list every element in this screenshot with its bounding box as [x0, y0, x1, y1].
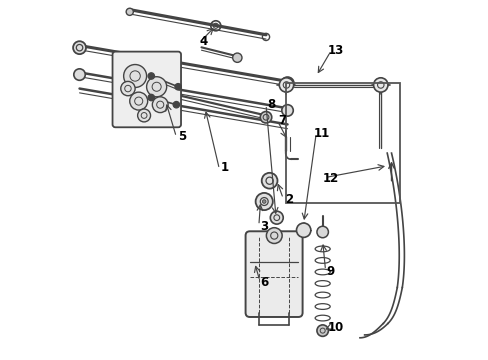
Circle shape	[262, 200, 265, 203]
Circle shape	[261, 173, 277, 189]
Circle shape	[129, 92, 147, 110]
Bar	[285, 83, 400, 203]
Circle shape	[121, 81, 135, 96]
Text: 9: 9	[326, 265, 334, 278]
Text: 3: 3	[260, 220, 268, 233]
Circle shape	[175, 84, 181, 90]
Circle shape	[148, 94, 154, 101]
Circle shape	[74, 69, 85, 80]
Text: 2: 2	[285, 193, 293, 206]
Text: 13: 13	[327, 44, 344, 57]
Circle shape	[137, 109, 150, 122]
Text: 6: 6	[260, 276, 268, 289]
Circle shape	[152, 97, 168, 113]
Circle shape	[270, 211, 283, 224]
Circle shape	[316, 325, 328, 336]
Circle shape	[316, 226, 328, 238]
Circle shape	[281, 105, 293, 116]
Circle shape	[232, 53, 242, 62]
Text: 1: 1	[220, 161, 228, 174]
Circle shape	[173, 102, 179, 108]
Circle shape	[126, 8, 133, 15]
Circle shape	[123, 64, 146, 87]
Text: 4: 4	[199, 35, 207, 49]
Circle shape	[148, 73, 154, 79]
Text: 11: 11	[313, 127, 329, 140]
Circle shape	[260, 112, 271, 123]
Circle shape	[279, 78, 293, 92]
Circle shape	[373, 78, 387, 92]
FancyBboxPatch shape	[112, 51, 181, 127]
Circle shape	[255, 193, 272, 210]
Text: 5: 5	[177, 130, 185, 144]
Circle shape	[146, 77, 166, 97]
Text: 10: 10	[327, 321, 344, 334]
FancyBboxPatch shape	[245, 231, 302, 317]
Text: 12: 12	[322, 172, 338, 185]
Circle shape	[73, 41, 86, 54]
Text: 7: 7	[278, 114, 285, 127]
Circle shape	[281, 77, 293, 90]
Circle shape	[296, 223, 310, 237]
Circle shape	[266, 228, 282, 243]
Text: 8: 8	[267, 98, 275, 111]
